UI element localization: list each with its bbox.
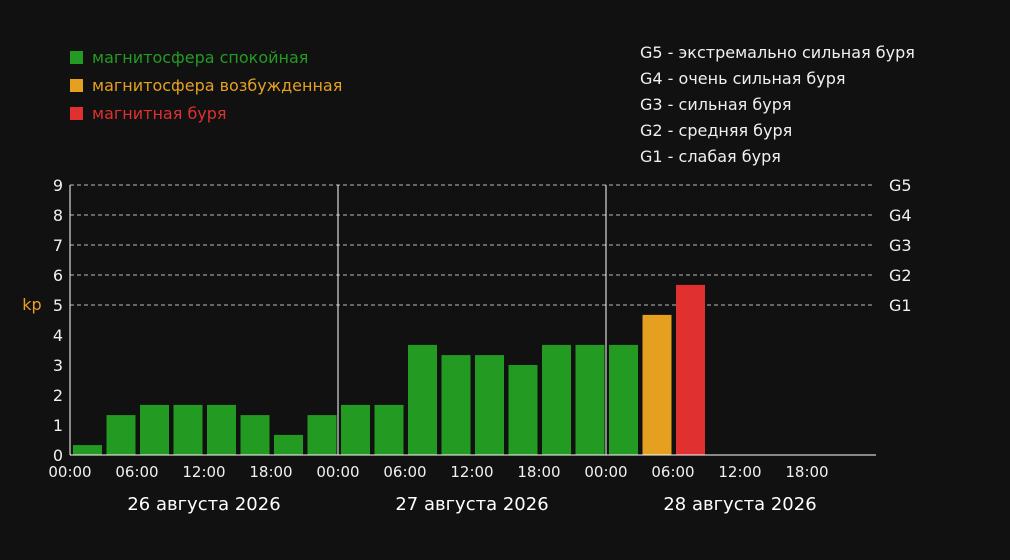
legend-swatch-storm: [70, 106, 83, 120]
legend: магнитосфера спокойная магнитосфера возб…: [70, 43, 342, 127]
g-level-label-g4: G4: [889, 206, 912, 225]
legend-item-storm: магнитная буря: [70, 99, 342, 127]
kp-bar: [374, 404, 404, 455]
day-label: 28 августа 2026: [663, 494, 816, 515]
kp-bar: [408, 344, 437, 455]
x-tick-label: 18:00: [517, 463, 560, 481]
y-axis-label: kp: [22, 295, 41, 314]
y-tick-label: 4: [53, 326, 63, 345]
kp-bar: [173, 404, 203, 455]
storm-level-g5: G5 - экстремально сильная буря: [640, 43, 915, 62]
legend-label-quiet: магнитосфера спокойная: [92, 47, 309, 67]
y-tick-label: 5: [53, 296, 63, 315]
kp-bar: [542, 344, 571, 455]
g-level-label-g2: G2: [889, 266, 912, 285]
kp-bar: [475, 355, 504, 455]
kp-bar: [642, 314, 672, 455]
x-tick-label: 12:00: [718, 463, 761, 481]
legend-swatch-active: [70, 78, 83, 92]
kp-bar: [207, 404, 236, 455]
storm-level-legend: G5 - экстремально сильная буря G4 - очен…: [640, 42, 915, 172]
kp-bar: [73, 445, 102, 455]
x-tick-label: 00:00: [316, 463, 359, 481]
y-tick-label: 0: [53, 446, 63, 465]
kp-bar: [307, 415, 337, 455]
g-level-label-g3: G3: [889, 236, 912, 255]
x-tick-label: 06:00: [651, 463, 694, 481]
kp-bar: [106, 415, 136, 455]
kp-bar: [508, 365, 538, 455]
x-tick-label: 18:00: [785, 463, 828, 481]
x-tick-label: 12:00: [182, 463, 225, 481]
legend-item-active: магнитосфера возбужденная: [70, 71, 342, 99]
legend-label-storm: магнитная буря: [92, 103, 227, 123]
kp-bar: [274, 434, 303, 455]
y-tick-label: 9: [53, 176, 63, 195]
x-tick-label: 12:00: [450, 463, 493, 481]
y-tick-label: 2: [53, 386, 63, 405]
legend-item-quiet: магнитосфера спокойная: [70, 43, 342, 71]
legend-swatch-quiet: [70, 50, 83, 64]
storm-level-g3: G3 - сильная буря: [640, 95, 792, 114]
kp-bar: [140, 404, 169, 455]
storm-level-g4: G4 - очень сильная буря: [640, 69, 846, 88]
y-tick-label: 6: [53, 266, 63, 285]
g-level-label-g1: G1: [889, 296, 912, 315]
y-tick-label: 8: [53, 206, 63, 225]
x-tick-label: 00:00: [48, 463, 91, 481]
storm-level-g2: G2 - средняя буря: [640, 121, 793, 140]
x-tick-label: 06:00: [383, 463, 426, 481]
x-tick-label: 00:00: [584, 463, 627, 481]
x-tick-label: 18:00: [249, 463, 292, 481]
day-label: 27 августа 2026: [395, 494, 548, 515]
kp-bar: [240, 415, 270, 455]
kp-bar: [575, 344, 605, 455]
kp-bar: [676, 284, 705, 455]
kp-bar: [441, 355, 471, 455]
kp-bar: [341, 404, 370, 455]
y-tick-label: 7: [53, 236, 63, 255]
y-tick-label: 3: [53, 356, 63, 375]
legend-label-active: магнитосфера возбужденная: [92, 75, 343, 95]
storm-level-g1: G1 - слабая буря: [640, 147, 781, 166]
kp-bar: [609, 344, 638, 455]
y-tick-label: 1: [53, 416, 63, 435]
g-level-label-g5: G5: [889, 176, 912, 195]
day-label: 26 августа 2026: [127, 494, 280, 515]
x-tick-label: 06:00: [115, 463, 158, 481]
